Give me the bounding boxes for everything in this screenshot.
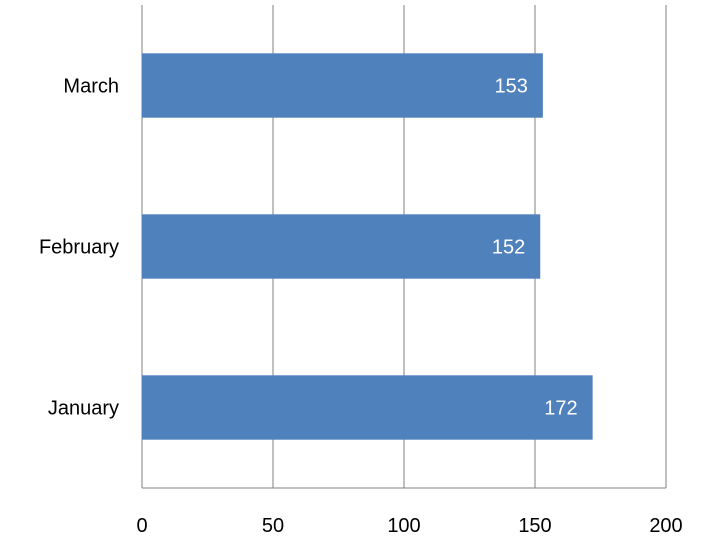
category-label-january: January [48,398,119,420]
x-tick-label-50: 50 [262,515,284,537]
bar-february [142,214,541,279]
data-label-march: 153 [494,76,527,98]
x-tick-label-150: 150 [518,515,551,537]
category-label-february: February [39,237,119,259]
data-label-february: 152 [492,237,525,259]
label-layer: January 172 February 152 March 153 [39,76,578,420]
x-tick-label-0: 0 [136,515,147,537]
x-tick-label-100: 100 [387,515,420,537]
bar-january [142,375,593,440]
category-label-march: March [63,76,119,98]
bar-layer [142,53,593,440]
axis-layer: 0 50 100 150 200 [136,487,683,537]
bar-march [142,53,543,118]
data-label-january: 172 [544,398,577,420]
x-tick-label-200: 200 [649,515,682,537]
